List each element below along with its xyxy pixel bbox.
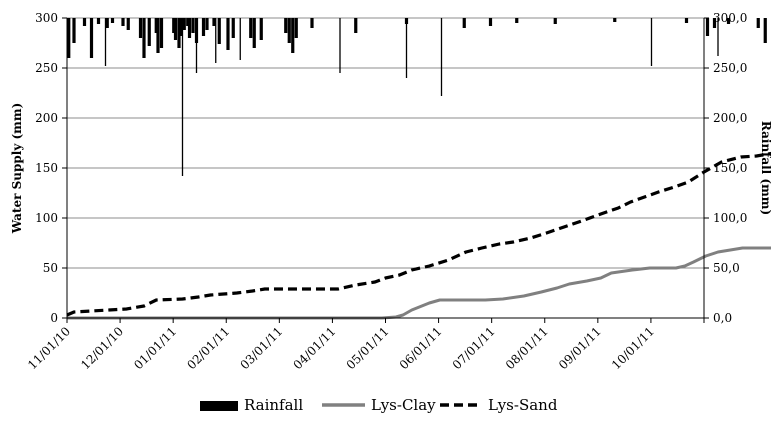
series-lys-sand <box>66 151 771 317</box>
rainfall-bar <box>173 18 178 40</box>
rainfall-bar <box>726 18 731 24</box>
y-axis-title: Water Supply (mm) <box>10 103 24 235</box>
x-tick-label: 11/01/10 <box>25 324 73 372</box>
y2-tick-label: 0,0 <box>713 311 732 325</box>
series-lys-clay <box>67 246 771 320</box>
rainfall-bar <box>462 18 466 28</box>
rainfall-bar <box>217 18 221 44</box>
rainfall-bar <box>187 18 192 38</box>
y-tick-label: 200 <box>35 111 58 125</box>
rainfall-bar <box>212 18 216 26</box>
rainfall-bar <box>156 18 160 53</box>
rainfall-bar <box>138 18 143 38</box>
y-tick-label: 250 <box>35 61 58 75</box>
line-series <box>66 151 771 320</box>
y-tick-label: 0 <box>50 311 58 325</box>
rainfall-bar <box>142 18 146 58</box>
rainfall-bar <box>249 18 253 38</box>
y-tick-label: 50 <box>43 261 58 275</box>
rainfall-bar <box>96 18 101 24</box>
x-tick-label: 05/01/11 <box>344 324 392 372</box>
rainfall-bar <box>354 18 358 33</box>
y2-tick-label: 200,0 <box>713 111 747 125</box>
rainfall-bar <box>231 18 235 38</box>
rainfall-bar <box>159 18 164 48</box>
rainfall-bar <box>252 18 256 48</box>
rainfall-bar <box>553 18 557 24</box>
rainfall-bar <box>284 18 288 33</box>
x-tick-label: 10/01/11 <box>609 324 657 372</box>
rainfall-bar <box>110 18 115 23</box>
x-tick-label: 04/01/11 <box>291 324 339 372</box>
rainfall-bar <box>72 18 76 43</box>
x-tick-label: 01/01/11 <box>131 324 179 372</box>
x-tick-label: 03/01/11 <box>237 324 285 372</box>
rainfall-bar <box>82 18 87 26</box>
y2-tick-label: 150,0 <box>713 161 747 175</box>
rainfall-bar <box>105 18 109 28</box>
y2-tick-label: 250,0 <box>713 61 747 75</box>
y2-tick-label: 300,0 <box>713 11 747 25</box>
rainfall-bar <box>177 18 181 48</box>
rainfall-bar <box>226 18 230 50</box>
x-tick-label: 12/01/10 <box>78 324 126 372</box>
rainfall-bar <box>756 18 760 28</box>
rainfall-bar <box>186 18 190 26</box>
rainfall-bar <box>294 18 298 38</box>
rainfall-bar <box>89 18 94 58</box>
rainfall-bar <box>705 18 710 36</box>
rainfall-bar <box>259 18 263 40</box>
rainfall-bar <box>287 18 291 43</box>
legend-swatch-rainfall <box>200 401 238 411</box>
y2-tick-label: 50,0 <box>713 261 740 275</box>
rainfall-bar <box>147 18 151 46</box>
rainfall-series <box>67 18 767 176</box>
rainfall-bar <box>154 18 158 33</box>
rainfall-bar <box>613 18 617 22</box>
legend-label-lys-clay: Lys-Clay <box>371 396 436 414</box>
legend: Rainfall Lys-Clay Lys-Sand <box>200 396 558 414</box>
y2-tick-label: 100,0 <box>713 211 747 225</box>
x-tick-label: 02/01/11 <box>184 324 232 372</box>
rainfall-bar <box>515 18 519 23</box>
y-tick-label: 100 <box>35 211 58 225</box>
x-tick-label: 07/01/11 <box>450 324 498 372</box>
rainfall-bar <box>121 18 125 26</box>
rainfall-bar <box>179 18 183 36</box>
y-tick-label: 150 <box>35 161 58 175</box>
y-tick-label: 300 <box>35 11 58 25</box>
rainfall-bar <box>67 18 71 58</box>
rainfall-bar <box>488 18 493 26</box>
rainfall-bar <box>763 18 767 43</box>
rainfall-bar <box>201 18 206 36</box>
rainfall-bar <box>205 18 209 30</box>
rainfall-bar <box>291 18 295 53</box>
x-tick-label: 06/01/11 <box>397 324 445 372</box>
x-tick-label: 08/01/11 <box>503 324 551 372</box>
rainfall-bar <box>172 18 176 33</box>
rainfall-bar <box>191 18 195 33</box>
legend-label-lys-sand: Lys-Sand <box>488 396 558 414</box>
legend-label-rainfall: Rainfall <box>244 396 303 414</box>
rainfall-bar <box>310 18 314 28</box>
rainfall-bar <box>182 18 186 30</box>
rainfall-bar <box>126 18 130 30</box>
rainfall-bar <box>712 18 717 28</box>
rainfall-bar <box>684 18 689 23</box>
y2-axis-title: Rainfall (mm) <box>759 121 771 215</box>
x-tick-label: 09/01/11 <box>556 324 604 372</box>
